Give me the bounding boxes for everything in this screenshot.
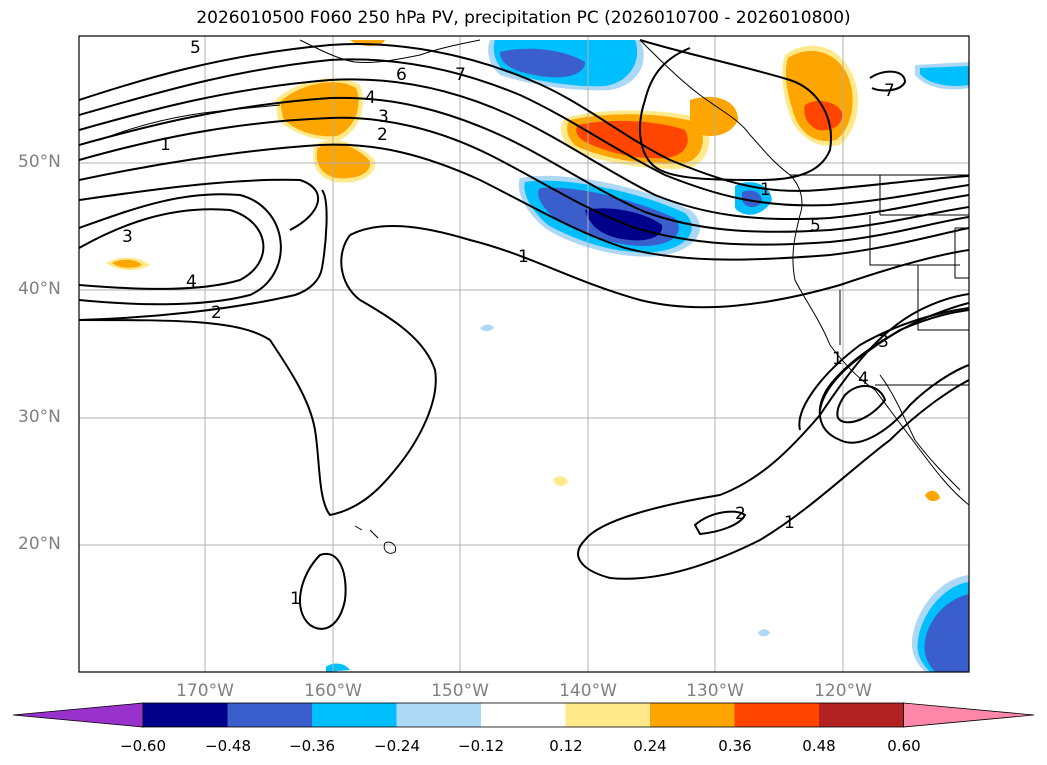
map-frame xyxy=(78,35,970,673)
map-title: 2026010500 F060 250 hPa PV, precipitatio… xyxy=(196,8,851,28)
colorbar-segment xyxy=(396,703,482,727)
lon-label: 160°W xyxy=(304,681,362,701)
colorbar-tick: −0.24 xyxy=(374,737,420,755)
colorbar-segment xyxy=(312,703,397,727)
lon-label: 130°W xyxy=(686,681,744,701)
lat-label: 20°N xyxy=(18,534,61,554)
colorbar-extend-high xyxy=(903,702,1035,728)
contour-label: 5 xyxy=(190,38,201,58)
lon-label: 140°W xyxy=(559,681,617,701)
contour-label: 1 xyxy=(784,513,795,533)
colorbar-tick: 0.36 xyxy=(718,737,752,755)
lat-label: 30°N xyxy=(18,407,61,427)
colorbar-segment xyxy=(481,703,566,727)
colorbar-segment xyxy=(565,703,651,727)
contour-label: 4 xyxy=(186,272,197,292)
lat-label: 50°N xyxy=(18,152,61,172)
contour-label: 3 xyxy=(378,107,389,127)
colorbar-extend-low xyxy=(12,702,144,728)
contour-label: 1 xyxy=(518,247,529,267)
contour-label: 1 xyxy=(290,589,301,609)
colorbar-tick: 0.60 xyxy=(887,737,921,755)
contour-labels: 5 6 7 4 3 2 1 1 3 4 2 1 5 7 1 3 4 1 2 1 xyxy=(122,38,895,609)
colorbar-tick: −0.60 xyxy=(120,737,166,755)
colorbar-tick: 0.48 xyxy=(802,737,836,755)
contour-label: 7 xyxy=(884,81,895,101)
colorbar-segment xyxy=(650,703,735,727)
contour-label: 2 xyxy=(377,125,388,145)
contour-label: 2 xyxy=(735,504,746,524)
contour-label: 4 xyxy=(858,369,869,389)
contour-label: 6 xyxy=(396,65,407,85)
colorbar-tick: 0.24 xyxy=(633,737,667,755)
colorbar-tick: −0.48 xyxy=(205,737,251,755)
colorbar-tick: −0.12 xyxy=(458,737,504,755)
contour-label: 5 xyxy=(810,216,821,236)
pv-contours xyxy=(79,39,969,630)
contour-label: 7 xyxy=(455,65,466,85)
colorbar-segment xyxy=(227,703,313,727)
lat-label: 40°N xyxy=(18,279,61,299)
contour-label: 3 xyxy=(878,332,889,352)
contour-label: 1 xyxy=(760,180,771,200)
colorbar-segment xyxy=(143,703,228,727)
lon-label: 170°W xyxy=(176,681,234,701)
contour-label: 1 xyxy=(160,135,171,155)
lon-label: 150°W xyxy=(431,681,489,701)
contour-label: 4 xyxy=(365,88,376,108)
colorbar-outline xyxy=(142,702,904,728)
colorbar-tick: 0.12 xyxy=(549,737,583,755)
contour-label: 1 xyxy=(832,349,843,369)
contour-label: 3 xyxy=(122,227,133,247)
colorbar-segment xyxy=(819,703,904,727)
lon-label: 120°W xyxy=(814,681,872,701)
colorbar-segment xyxy=(734,703,820,727)
contour-label: 2 xyxy=(211,303,222,323)
colorbar-tick: −0.36 xyxy=(289,737,335,755)
